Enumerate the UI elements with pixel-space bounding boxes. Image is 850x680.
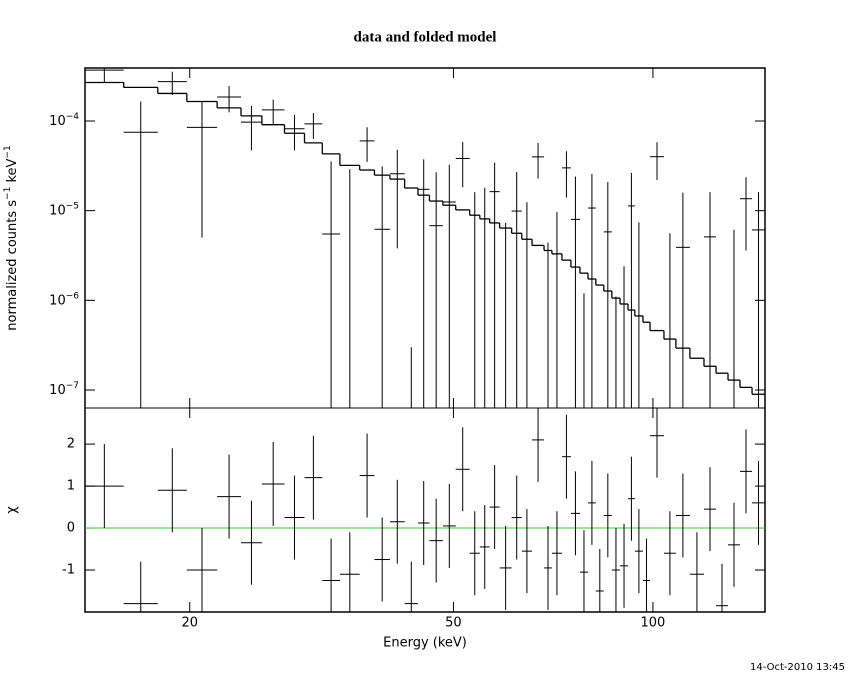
y-tick-label: 10−7 <box>49 381 79 398</box>
plot-frame <box>84 67 766 613</box>
y-tick-label: 10−4 <box>49 112 79 129</box>
y-tick-label: 10−5 <box>49 201 79 218</box>
x-tick-label: 100 <box>641 616 666 631</box>
chart-title: data and folded model <box>354 29 497 45</box>
y-tick-label: 0 <box>67 521 75 536</box>
y-tick-label: -1 <box>62 563 75 578</box>
y-axis-label: normalized counts s−1 keV−1 <box>3 145 20 330</box>
chi-axis-label: χ <box>5 506 20 514</box>
timestamp: 14-Oct-2010 13:45 <box>750 662 845 673</box>
y-tick-label: 1 <box>67 479 75 494</box>
y-tick-label: 10−6 <box>49 291 79 308</box>
y-tick-label: 2 <box>67 437 75 452</box>
x-tick-label: 20 <box>181 616 198 631</box>
x-axis-label: Energy (keV) <box>383 636 467 651</box>
x-tick-label: 50 <box>445 616 462 631</box>
